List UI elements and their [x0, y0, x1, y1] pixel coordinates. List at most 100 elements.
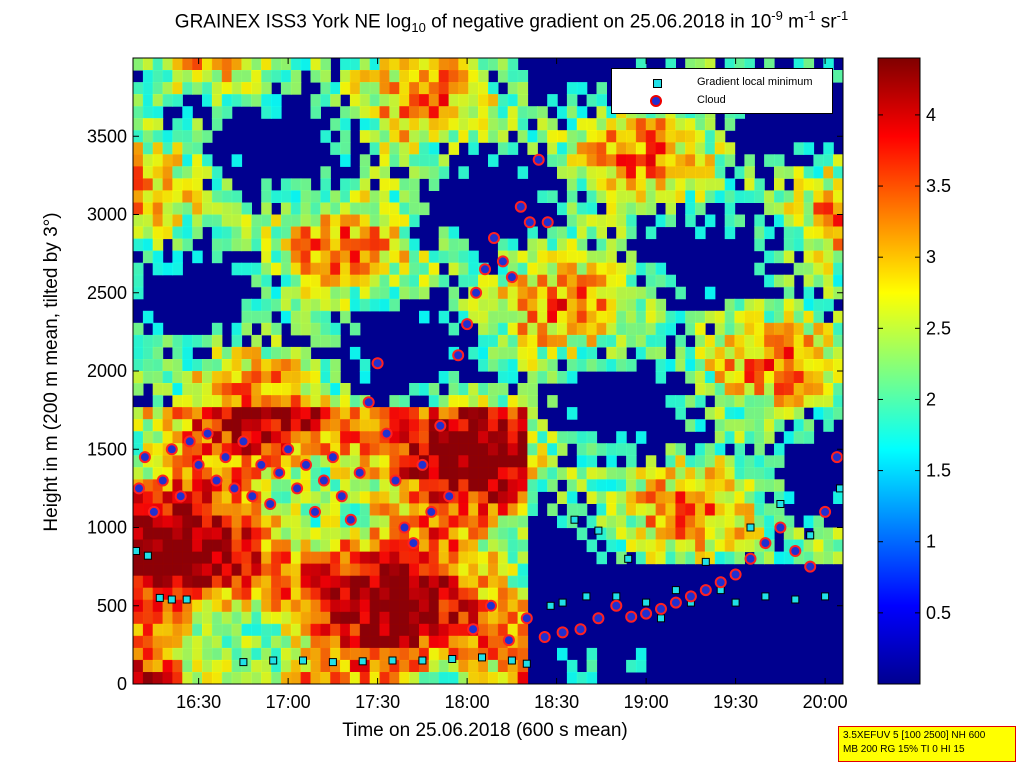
cloud-marker [201, 427, 214, 440]
settings-info-box: 3.5XEFUV 5 [100 2500] NH 600 MB 200 RG 1… [838, 726, 1016, 762]
cloud-marker [425, 505, 438, 518]
y-tick-label: 2000 [87, 361, 127, 381]
chart-title: GRAINEX ISS3 York NE log10 of negative g… [174, 8, 849, 36]
gradient-minimum-marker [776, 500, 785, 508]
gradient-minimum-marker [388, 656, 397, 665]
x-tick-label: 16:30 [176, 692, 221, 712]
y-axis-label: Height in m (200 m mean, tilted by 3°) [41, 212, 62, 532]
y-tick-label: 3000 [87, 205, 127, 225]
info-line-1: 3.5XEFUV 5 [100 2500] NH 600 [843, 730, 986, 741]
cloud-circle-marker-icon [650, 95, 662, 107]
x-axis-label: Time on 25.06.2018 (600 s mean) [342, 720, 628, 741]
cloud-marker [398, 521, 411, 534]
gradient-minimum-marker [761, 592, 770, 601]
cloud-marker [335, 490, 348, 503]
gradient-minimum-marker [624, 554, 633, 563]
cloud-marker [210, 474, 223, 487]
cloud-marker [714, 576, 727, 589]
cloud-marker [669, 596, 682, 609]
cloud-marker [255, 458, 268, 471]
gradient-minimum-marker [642, 598, 651, 607]
gradient-minimum-marker [570, 515, 579, 524]
gradient-minimum-marker [358, 657, 367, 666]
cloud-marker [574, 623, 587, 636]
gradient-minimum-marker [133, 547, 140, 555]
cloud-marker [317, 474, 330, 487]
legend: Gradient local minimum Cloud [611, 68, 833, 114]
cloud-marker [729, 568, 742, 581]
x-tick-label: 19:30 [713, 692, 758, 712]
cloud-marker [273, 466, 286, 479]
cloud-marker [684, 590, 697, 603]
x-tick-label: 19:00 [624, 692, 669, 712]
colorbar-tick-label: 3 [926, 247, 936, 267]
cloud-marker [470, 286, 483, 299]
y-tick-label: 1000 [87, 518, 127, 538]
cloud-marker [523, 216, 536, 229]
gradient-minimum-marker [546, 601, 555, 610]
cloud-marker [389, 474, 402, 487]
gradient-minimum-marker [507, 656, 516, 665]
cloud-marker [326, 451, 339, 464]
cloud-marker [165, 443, 178, 456]
legend-entry-cloud: Cloud [612, 93, 832, 109]
cloud-marker [309, 505, 321, 518]
cloud-marker [496, 255, 509, 268]
cloud-marker [556, 626, 569, 639]
gradient-minimum-marker [582, 592, 591, 601]
cloud-marker [300, 458, 312, 471]
cloud-marker [744, 552, 757, 565]
cloud-marker [502, 634, 515, 647]
y-tick-label: 0 [117, 674, 127, 694]
x-tick-label: 18:00 [445, 692, 490, 712]
cloud-marker [246, 490, 259, 503]
info-line-2: MB 200 RG 15% TI 0 HI 15 [843, 744, 965, 755]
cloud-marker [452, 349, 465, 362]
gradient-minimum-marker [791, 595, 800, 604]
cloud-marker [138, 451, 151, 464]
legend-entry-gradient-minimum: Gradient local minimum [612, 75, 832, 91]
cloud-marker [380, 427, 393, 440]
y-tick-label: 1500 [87, 439, 127, 459]
cloud-marker [804, 560, 817, 573]
gradient-minimum-marker [155, 593, 164, 602]
colorbar-tick-label: 3.5 [926, 176, 951, 196]
cloud-marker [592, 612, 605, 625]
cloud-marker [479, 263, 491, 276]
cloud-marker [362, 396, 375, 409]
heatmap-field [133, 58, 843, 684]
y-tick-label: 3500 [87, 126, 127, 146]
cloud-marker [264, 498, 277, 510]
cloud-marker [774, 521, 787, 534]
x-tick-label: 18:30 [534, 692, 579, 712]
cloud-marker [467, 623, 480, 636]
cloud-marker [219, 451, 232, 464]
gradient-minimum-marker [182, 595, 191, 604]
legend-label: Cloud [697, 94, 726, 106]
legend-label: Gradient local minimum [697, 76, 813, 88]
cloud-marker [183, 435, 196, 448]
colorbar-tick-label: 1 [926, 532, 936, 552]
cloud-marker [353, 466, 366, 479]
cyan-square-marker-icon [653, 79, 662, 88]
cloud-marker [147, 505, 160, 518]
gradient-minimum-marker [731, 598, 740, 607]
cloud-marker [505, 271, 518, 284]
x-tick-label: 20:00 [803, 692, 848, 712]
gradient-minimum-marker [558, 598, 567, 607]
gradient-minimum-marker [701, 557, 710, 566]
gradient-minimum-marker [836, 484, 843, 493]
y-tick-label: 2500 [87, 283, 127, 303]
cloud-marker [407, 537, 420, 550]
cloud-marker [831, 451, 843, 464]
cloud-marker [416, 458, 429, 471]
gradient-minimum-marker [328, 658, 337, 667]
colorbar-tick-label: 4 [926, 105, 936, 125]
gradient-minimum-marker [657, 614, 665, 623]
gradient-minimum-marker [167, 595, 176, 604]
cloud-marker [819, 505, 832, 518]
cloud-marker [699, 584, 712, 597]
cloud-marker [133, 482, 145, 495]
gradient-minimum-marker [239, 658, 248, 667]
